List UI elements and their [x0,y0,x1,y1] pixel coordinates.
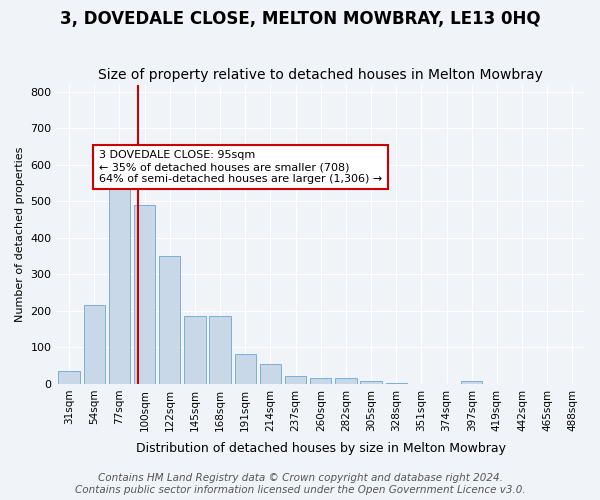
Bar [58,371,80,384]
Bar [461,381,482,384]
Text: 3, DOVEDALE CLOSE, MELTON MOWBRAY, LE13 0HQ: 3, DOVEDALE CLOSE, MELTON MOWBRAY, LE13 … [59,10,541,28]
Bar [83,304,105,384]
Bar [285,376,307,384]
Bar [134,205,155,384]
Y-axis label: Number of detached properties: Number of detached properties [15,146,25,322]
Bar [235,354,256,384]
Bar [386,383,407,384]
Text: Contains HM Land Registry data © Crown copyright and database right 2024.
Contai: Contains HM Land Registry data © Crown c… [74,474,526,495]
X-axis label: Distribution of detached houses by size in Melton Mowbray: Distribution of detached houses by size … [136,442,506,455]
Text: 3 DOVEDALE CLOSE: 95sqm
← 35% of detached houses are smaller (708)
64% of semi-d: 3 DOVEDALE CLOSE: 95sqm ← 35% of detache… [99,150,382,184]
Bar [310,378,331,384]
Bar [209,316,231,384]
Bar [361,381,382,384]
Bar [184,316,206,384]
Bar [159,256,181,384]
Title: Size of property relative to detached houses in Melton Mowbray: Size of property relative to detached ho… [98,68,543,82]
Bar [335,378,356,384]
Bar [109,168,130,384]
Bar [260,364,281,384]
